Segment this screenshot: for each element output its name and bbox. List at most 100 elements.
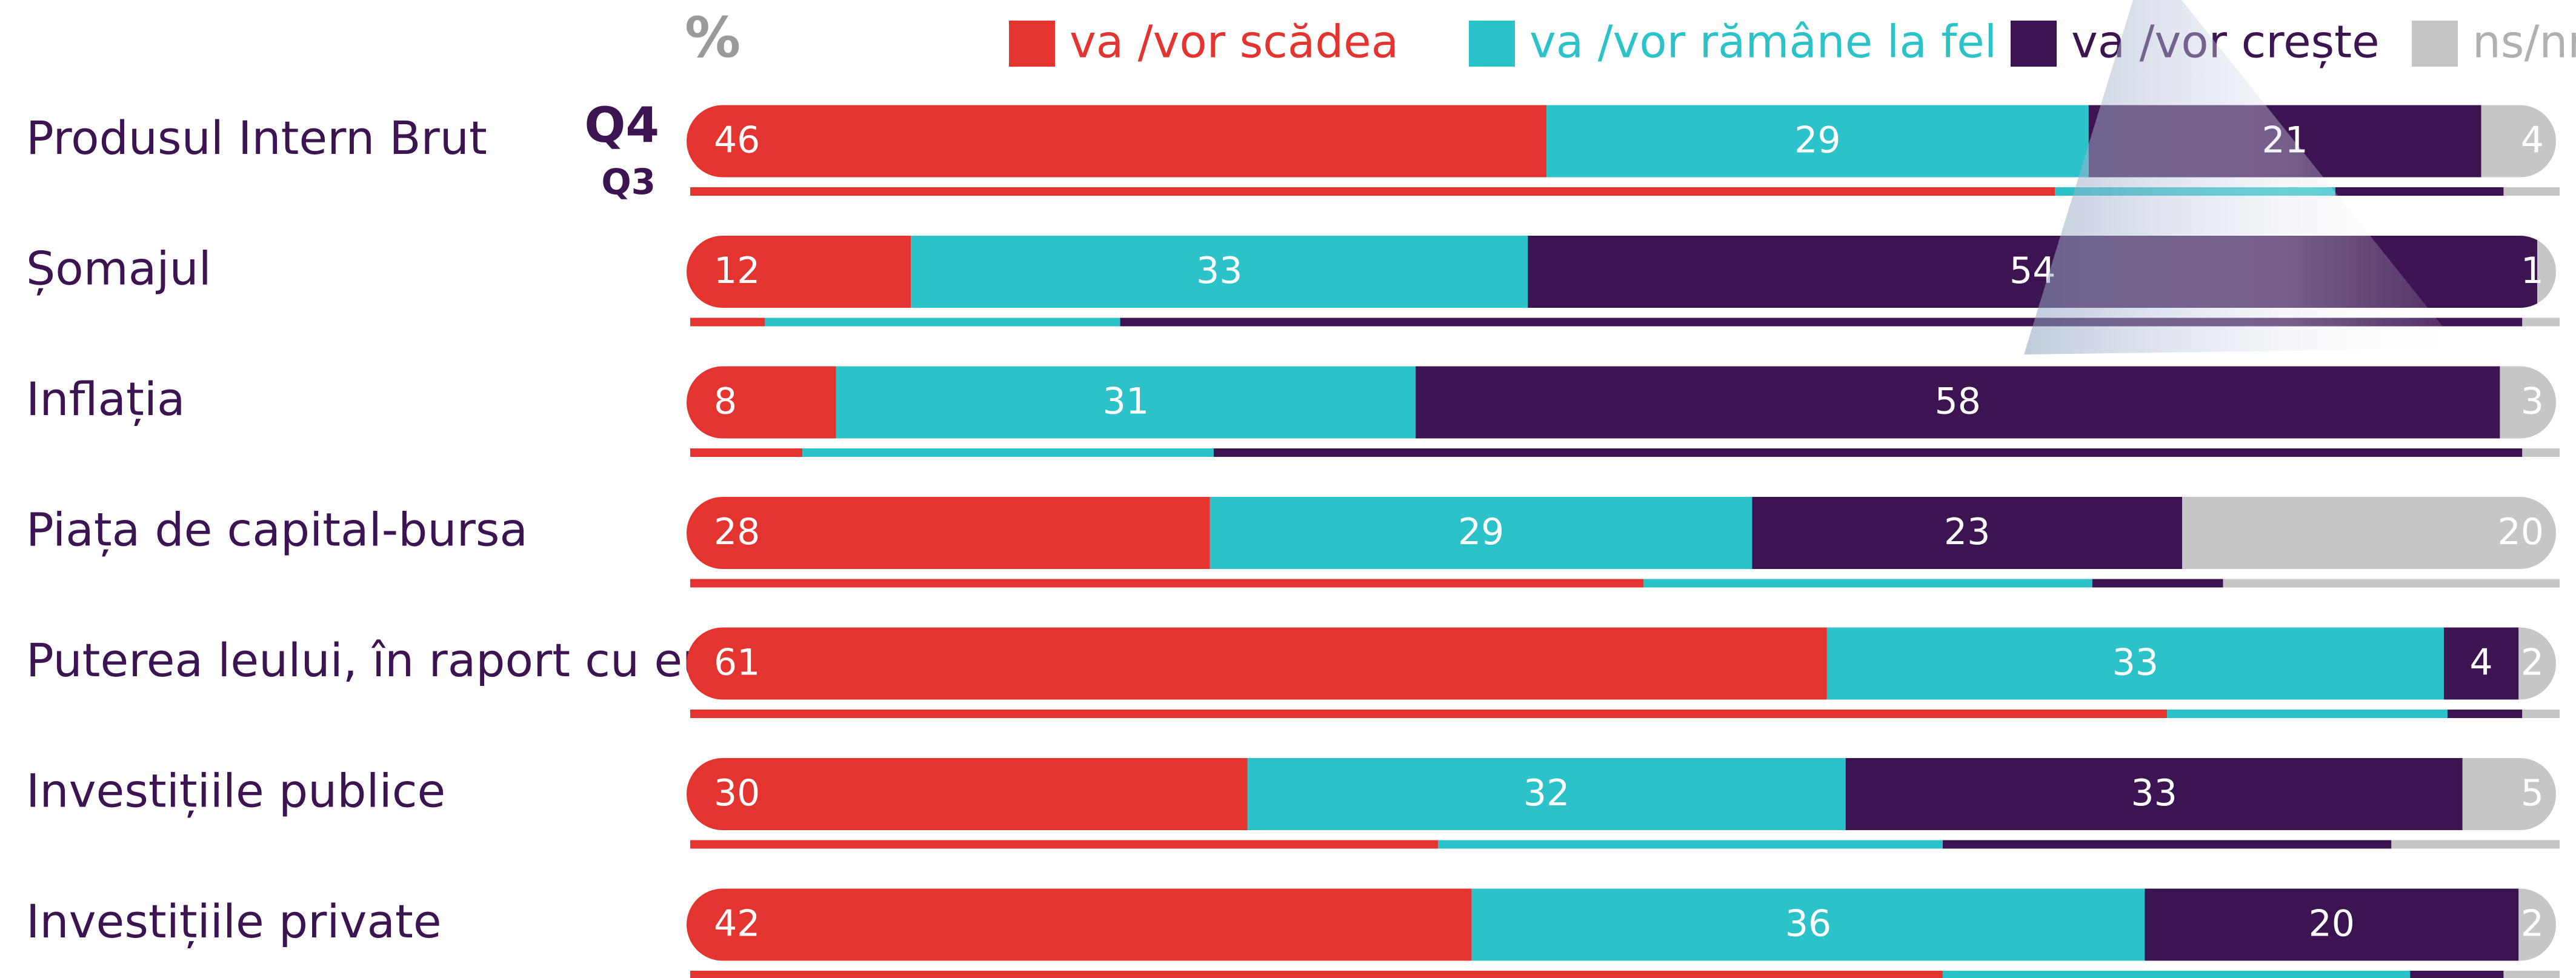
q3-segment (2223, 579, 2560, 588)
bar-segment (687, 366, 836, 439)
bar-segment (2145, 888, 2519, 961)
value-label: 2 (2521, 642, 2544, 684)
bar-segment (911, 236, 1528, 308)
q3-segment (690, 318, 765, 327)
q3-segment (690, 971, 1943, 978)
q3-segment (2522, 448, 2560, 457)
q3-segment (1120, 318, 2523, 327)
q3-segment (2410, 971, 2504, 978)
bar-segment (2462, 758, 2556, 830)
value-label: 33 (1196, 250, 1242, 292)
legend-label: va /vor rămâne la fel (1529, 16, 1997, 68)
bar-row (687, 366, 2556, 439)
period-label: Q3 (601, 161, 656, 202)
bar-segment (687, 105, 1547, 178)
q3-segment (1942, 971, 2411, 978)
bar-segment (836, 366, 1416, 439)
q3-segment (690, 187, 2055, 196)
value-label: 8 (714, 381, 737, 423)
q3-segment (2391, 840, 2560, 849)
q3-segment (2522, 318, 2560, 327)
category-label: Produsul Intern Brut (26, 111, 487, 165)
bar-row (687, 236, 2556, 308)
q3-segment (690, 579, 1644, 588)
category-label: Investițiile publice (26, 763, 445, 817)
value-label: 20 (2309, 903, 2355, 945)
bar-segment (2443, 627, 2519, 700)
bar-row (687, 888, 2556, 961)
period-label: Q4 (584, 97, 659, 153)
value-label: 33 (2112, 642, 2158, 684)
q3-segment (2503, 187, 2560, 196)
q3-segment (765, 318, 1120, 327)
value-label: 28 (714, 511, 760, 553)
q3-segment (2167, 710, 2448, 718)
category-label: Piața de capital-bursa (26, 502, 528, 556)
bar-row (687, 497, 2556, 569)
value-label: 5 (2521, 772, 2544, 814)
value-label: 29 (1458, 511, 1504, 553)
legend-swatch (2412, 21, 2458, 67)
bar-segment (687, 627, 1827, 700)
bar-segment (687, 236, 911, 308)
bar-row (687, 758, 2556, 830)
value-label: 21 (2261, 119, 2308, 162)
category-label: Șomajul (26, 241, 211, 295)
legend-label: va /vor crește (2071, 16, 2380, 68)
bar-segment (1546, 105, 2089, 178)
bar-segment (687, 888, 1472, 961)
value-label: 31 (1103, 381, 1149, 423)
value-label: 29 (1794, 119, 1840, 162)
value-label: 30 (714, 772, 760, 814)
value-label: 3 (2521, 381, 2544, 423)
bar-segment (1210, 497, 1752, 569)
bar-row (687, 627, 2556, 700)
category-label: Investițiile private (26, 894, 442, 948)
bar-segment (2481, 105, 2556, 178)
q3-segment (2503, 971, 2560, 978)
value-label: 23 (1944, 511, 1990, 553)
q3-segment (2522, 710, 2560, 718)
legend-label: va /vor scădea (1070, 16, 1399, 68)
legend-label: ns/nr (2472, 16, 2576, 68)
q3-segment (1942, 840, 2392, 849)
q3-segment (802, 448, 1214, 457)
value-label: 42 (714, 903, 760, 945)
value-label: 4 (2470, 642, 2493, 684)
bar-row (687, 105, 2556, 178)
bar-segment (1845, 758, 2463, 830)
value-label: 54 (2009, 250, 2055, 292)
q3-segment (2335, 187, 2504, 196)
value-label: 4 (2521, 119, 2544, 162)
legend-swatch (1009, 21, 1055, 67)
bar-segment (687, 758, 1248, 830)
bar-segment (1416, 366, 2500, 439)
value-label: 61 (714, 642, 760, 684)
q3-segment (2055, 187, 2335, 196)
category-label: Inflația (26, 372, 185, 426)
value-label: 32 (1523, 772, 1569, 814)
value-label: 1 (2521, 250, 2544, 292)
q3-segment (1438, 840, 1943, 849)
value-label: 33 (2131, 772, 2177, 814)
q3-segment (690, 710, 2168, 718)
value-label: 2 (2521, 903, 2544, 945)
legend-swatch (2011, 21, 2057, 67)
bar-segment (2182, 497, 2556, 569)
category-label: Puterea leului, în raport cu euro (26, 633, 757, 687)
unit-label: % (685, 5, 741, 70)
q3-segment (690, 448, 803, 457)
bar-segment (1752, 497, 2182, 569)
q3-segment (2447, 710, 2523, 718)
bar-segment (1471, 888, 2145, 961)
q3-segment (1213, 448, 2523, 457)
legend-swatch (1469, 21, 1515, 67)
value-label: 36 (1785, 903, 1831, 945)
bar-segment (1247, 758, 1846, 830)
bar-segment (687, 497, 1210, 569)
value-label: 12 (714, 250, 760, 292)
q3-segment (690, 840, 1438, 849)
value-label: 46 (714, 119, 760, 162)
